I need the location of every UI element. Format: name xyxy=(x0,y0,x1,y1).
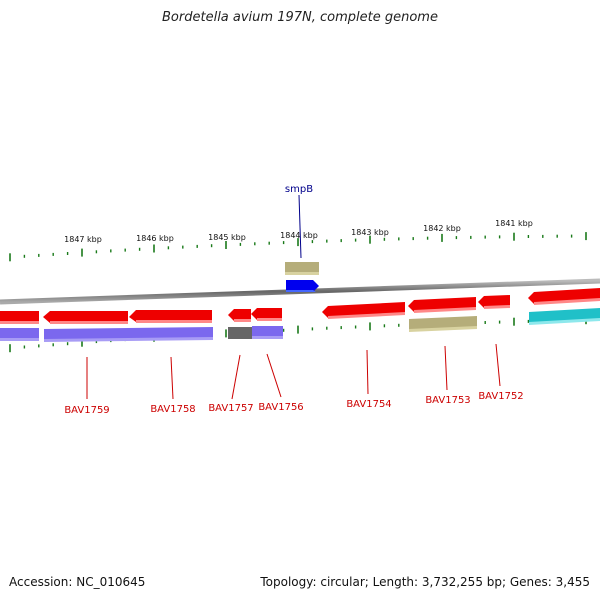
gene-label[interactable]: BAV1758 xyxy=(150,404,195,415)
scale-ticks-upper xyxy=(9,232,587,262)
gene-BAV1759-upper[interactable] xyxy=(0,311,39,324)
feature-purple-BAV1759-58[interactable] xyxy=(44,327,213,342)
scale-label: 1844 kbp xyxy=(280,231,318,240)
gene-label[interactable]: BAV1759 xyxy=(64,405,109,416)
gene-label[interactable]: BAV1754 xyxy=(346,399,391,410)
accession-text: Accession: NC_010645 xyxy=(9,575,146,589)
gene-BAV1754[interactable] xyxy=(322,302,405,319)
leader-BAV1752 xyxy=(495,343,501,387)
leader-BAV1753 xyxy=(444,345,448,391)
scale-label: 1842 kbp xyxy=(423,224,461,233)
feature-gray-BAV1757[interactable] xyxy=(228,327,252,339)
feature-teal-right[interactable] xyxy=(529,308,600,325)
feature-purple-left[interactable] xyxy=(0,328,39,341)
topology-text: Topology: circular; Length: 3,732,255 bp… xyxy=(260,575,590,589)
gene-BAV1757[interactable] xyxy=(228,309,251,322)
gene-label[interactable]: BAV1753 xyxy=(425,395,470,406)
feature-purple-BAV1756[interactable] xyxy=(252,326,283,339)
scale-label: 1843 kbp xyxy=(351,228,389,237)
scale-label: 1846 kbp xyxy=(136,234,174,243)
leader-BAV1754 xyxy=(366,349,369,395)
gene-BAV1759[interactable] xyxy=(43,311,128,324)
gene-label[interactable]: BAV1757 xyxy=(208,403,253,414)
leader-BAV1757 xyxy=(231,354,241,400)
gene-label[interactable]: BAV1756 xyxy=(258,402,303,413)
gene-label[interactable]: smpB xyxy=(285,184,313,195)
leader-smpB xyxy=(298,194,302,259)
leader-BAV1758 xyxy=(170,356,174,400)
gene-label[interactable]: BAV1752 xyxy=(478,391,523,402)
gene-BAV1756[interactable] xyxy=(251,308,282,321)
leader-BAV1756 xyxy=(266,353,282,398)
gene-BAV1752[interactable] xyxy=(478,295,510,309)
feature-rna-upper[interactable] xyxy=(285,262,319,275)
scale-label: 1845 kbp xyxy=(208,233,246,242)
scale-label: 1841 kbp xyxy=(495,219,533,228)
gene-smpB[interactable] xyxy=(286,280,319,292)
gene-BAV1753[interactable] xyxy=(408,297,476,313)
gene-right-edge[interactable] xyxy=(528,288,600,305)
feature-rna-BAV1753[interactable] xyxy=(409,316,477,332)
gene-BAV1758[interactable] xyxy=(129,310,212,323)
page-title: Bordetella avium 197N, complete genome xyxy=(162,10,438,25)
scale-label: 1847 kbp xyxy=(64,235,102,244)
